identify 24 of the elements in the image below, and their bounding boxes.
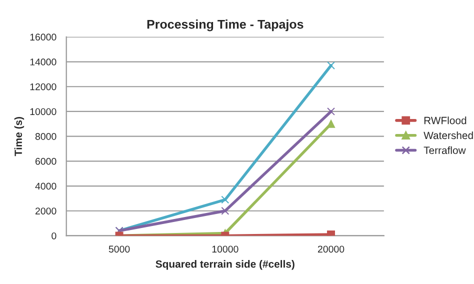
legend-label: RWFlood (424, 116, 466, 124)
y-tick-label: 2000 (36, 208, 56, 214)
y-tick-label: 6000 (36, 158, 56, 165)
y-tick-label: 12000 (30, 83, 56, 90)
y-tick-label: 16000 (30, 34, 56, 41)
y-tick-label: 10000 (30, 108, 56, 116)
y-axis-title: Time (s) (14, 116, 24, 156)
y-tick-label: 0 (52, 232, 56, 240)
point (327, 120, 335, 128)
point (327, 230, 335, 236)
chart-title: Processing Time - Tapajos (147, 20, 304, 32)
y-tick-label: 8000 (35, 133, 56, 140)
x-tick-label: 20000 (318, 246, 344, 253)
legend-label: Terraflow (424, 146, 466, 154)
y-tick-label: 4000 (35, 182, 56, 190)
x-tick-label: 5000 (108, 246, 130, 253)
point (221, 206, 230, 215)
legend-label: Watershed (424, 131, 473, 140)
point (327, 62, 335, 70)
y-tick-label: 14000 (30, 58, 56, 66)
point (327, 107, 335, 116)
x-axis-title: Squared terrain side (#cells) (156, 260, 294, 270)
x-tick-label: 10000 (212, 246, 238, 253)
point (221, 196, 230, 204)
